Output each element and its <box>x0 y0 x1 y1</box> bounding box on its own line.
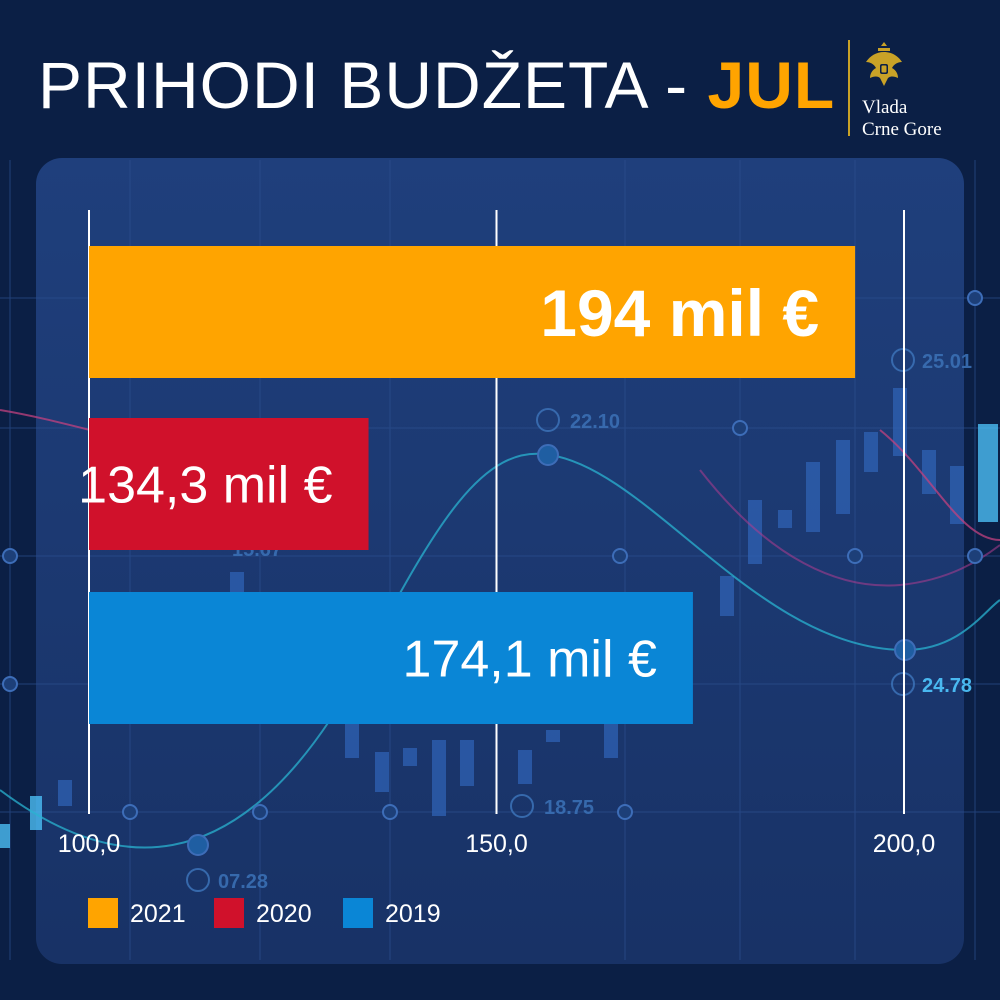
logo-line-1: Vlada <box>862 97 908 118</box>
legend-swatch-2019 <box>343 898 373 928</box>
background-markers <box>2 290 983 856</box>
bg-label-5: 18.75 <box>544 797 594 819</box>
legend-label-2019: 2019 <box>385 900 441 928</box>
montenegro-coat-of-arms-icon <box>866 42 902 86</box>
bg-label-1: 25.01 <box>922 351 972 373</box>
logo-divider <box>848 40 850 136</box>
page-title: PRIHODI BUDŽETA - JUL <box>38 52 835 118</box>
legend-label-2021: 2021 <box>130 900 186 928</box>
x-tick-label-1: 150,0 <box>465 830 528 858</box>
title-main: PRIHODI BUDŽETA - <box>38 48 708 122</box>
background-value-labels: 25.01 22.10 15.67 24.78 18.75 07.28 <box>186 348 972 893</box>
bar-2021 <box>89 246 856 378</box>
legend-swatch-2020 <box>214 898 244 928</box>
logo-line-2: Crne Gore <box>862 119 942 140</box>
bar-value-label-2020: 134,3 mil € <box>78 457 332 515</box>
title-month: JUL <box>707 48 836 122</box>
bar-value-label-2019: 174,1 mil € <box>403 631 657 689</box>
bg-label-2: 22.10 <box>570 411 620 433</box>
bar-2020 <box>89 418 369 550</box>
legend-swatch-2021 <box>88 898 118 928</box>
background-candlesticks <box>0 388 998 848</box>
bar-2019 <box>89 592 693 724</box>
legend-label-2020: 2020 <box>256 900 312 928</box>
x-tick-label-2: 200,0 <box>873 830 936 858</box>
x-tick-label-0: 100,0 <box>58 830 121 858</box>
bg-label-4: 24.78 <box>922 675 972 697</box>
government-logo: Vlada Crne Gore <box>848 40 978 140</box>
bg-label-6: 07.28 <box>218 871 268 893</box>
bar-value-label-2021: 194 mil € <box>540 276 819 350</box>
